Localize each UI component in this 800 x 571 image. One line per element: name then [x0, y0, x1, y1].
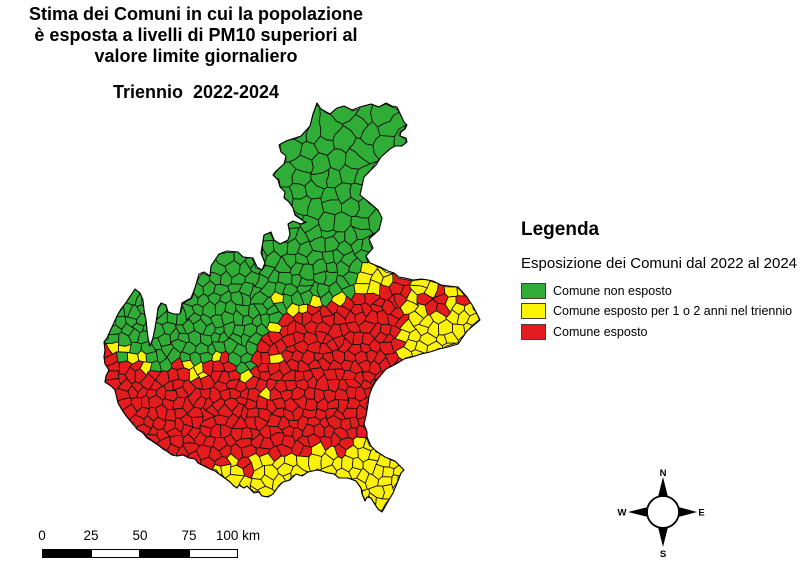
svg-text:E: E — [698, 508, 704, 519]
svg-text:W: W — [618, 508, 627, 519]
svg-text:S: S — [660, 549, 666, 560]
svg-text:N: N — [660, 468, 667, 479]
